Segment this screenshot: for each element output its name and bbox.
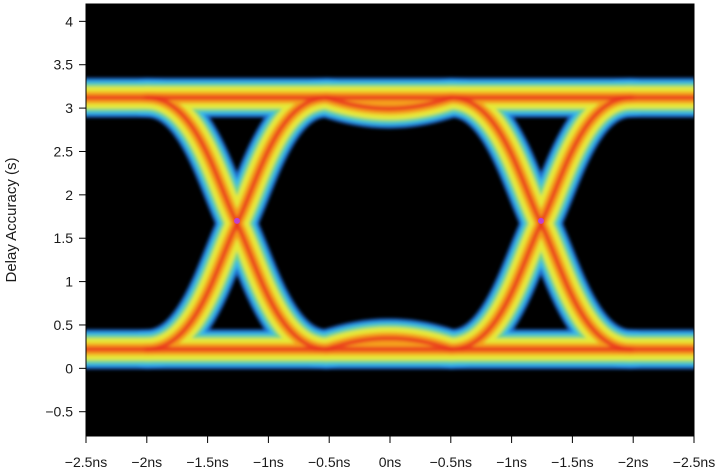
y-tick-label: 1 [65, 274, 73, 290]
x-tick-label: 0ns [379, 454, 402, 470]
x-tick-label: −1ns [496, 454, 527, 470]
crossing-marker [234, 217, 240, 224]
x-tick-label: −2ns [618, 454, 649, 470]
plot-background [86, 4, 694, 436]
x-tick-label: −1ns [253, 454, 284, 470]
crossing-markers [234, 217, 544, 224]
y-tick-label: 2.5 [54, 143, 74, 159]
y-tick-label: 2 [65, 187, 73, 203]
y-tick-label: 0 [65, 360, 73, 376]
y-axis-title: Delay Accuracy (s) [3, 157, 20, 282]
x-tick-label: −2.5ns [65, 454, 107, 470]
x-axis: −2.5ns −2ns −1.5ns −1ns −0.5ns 0ns −0.5ns −1ns −… [65, 435, 715, 470]
x-tick-label: −2.5ns [673, 454, 715, 470]
x-tick-label: −1.5ns [186, 454, 228, 470]
y-axis: −0.5 0 0.5 1 1.5 2 2.5 3 3.5 4 [45, 4, 87, 436]
crossing-marker [538, 217, 544, 224]
x-tick-label: −0.5ns [308, 454, 350, 470]
eye-trace [324, 335, 454, 352]
y-tick-label: −0.5 [45, 404, 73, 420]
y-tick-label: 1.5 [54, 230, 74, 246]
x-tick-label: −2ns [131, 454, 162, 470]
y-tick-label: 4 [65, 13, 73, 29]
y-tick-label: 0.5 [54, 317, 74, 333]
y-tick-label: 3 [65, 100, 73, 116]
y-tick-label: 3.5 [54, 57, 74, 73]
x-tick-label: −1.5ns [551, 454, 593, 470]
eye-trace [324, 95, 454, 112]
x-tick-label: −0.5ns [430, 454, 472, 470]
